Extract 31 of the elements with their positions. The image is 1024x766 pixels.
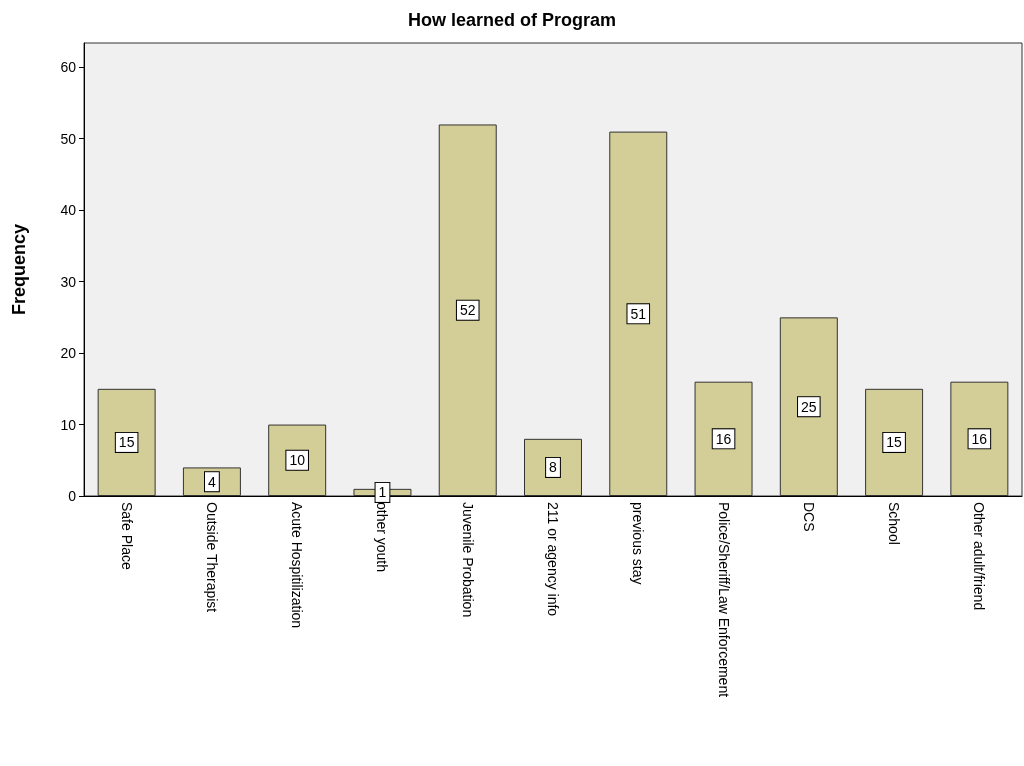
y-tick-label: 40 bbox=[60, 202, 77, 219]
data-label: 10 bbox=[289, 452, 306, 469]
y-tick-label: 30 bbox=[60, 273, 77, 290]
x-tick-label: previous stay bbox=[630, 502, 647, 585]
data-label: 51 bbox=[630, 305, 647, 322]
y-axis-title: Frequency bbox=[9, 223, 29, 316]
data-label: 16 bbox=[971, 430, 988, 447]
data-label: 52 bbox=[459, 302, 476, 319]
x-tick-label: Juvenile Probation bbox=[459, 502, 476, 618]
chart-title: How learned of Program bbox=[407, 10, 617, 30]
x-tick-label: DCS bbox=[800, 502, 817, 532]
x-tick-label: School bbox=[886, 502, 903, 545]
data-label: 1 bbox=[378, 484, 387, 501]
x-tick-label: Acute Hospitilization bbox=[289, 502, 306, 629]
x-tick-label: Police/Sheriff/Law Enforcement bbox=[715, 502, 732, 698]
y-tick-label: 0 bbox=[68, 488, 77, 504]
x-tick-label: other youth bbox=[374, 502, 391, 573]
y-tick-label: 20 bbox=[60, 345, 77, 362]
y-tick-label: 60 bbox=[60, 59, 77, 76]
x-tick-label: Outside Therapist bbox=[203, 502, 220, 613]
x-tick-label: 211 or agency info bbox=[545, 502, 561, 617]
data-label: 4 bbox=[208, 473, 217, 490]
data-label: 25 bbox=[801, 398, 817, 415]
y-tick-label: 50 bbox=[60, 130, 77, 147]
data-label: 15 bbox=[886, 434, 903, 451]
data-label: 15 bbox=[118, 434, 135, 451]
x-tick-label: Safe Place bbox=[118, 502, 135, 570]
data-label: 8 bbox=[549, 459, 558, 476]
data-label: 16 bbox=[715, 430, 732, 447]
x-tick-label: Other adult/friend bbox=[971, 502, 988, 611]
y-tick-label: 10 bbox=[60, 416, 77, 433]
